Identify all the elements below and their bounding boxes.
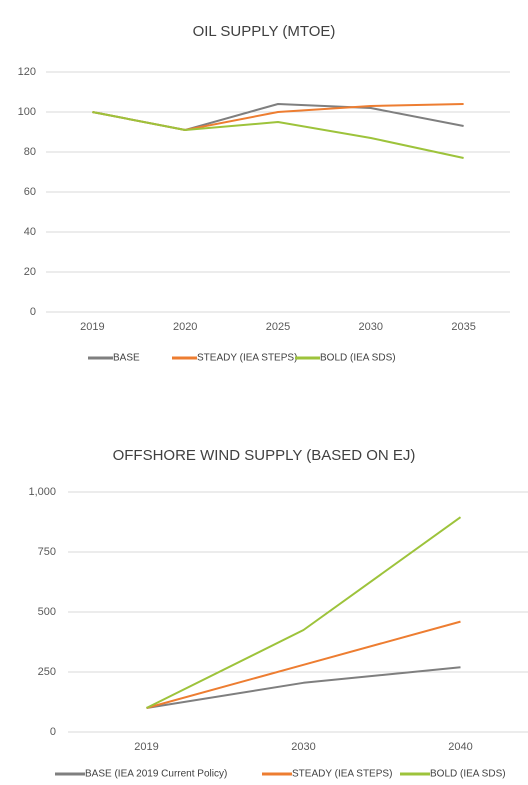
series-line (92, 103, 464, 131)
legend-label: STEADY (IEA STEPS) (197, 353, 297, 364)
series-line (146, 516, 462, 709)
x-tick-label: 2025 (266, 321, 290, 333)
legend-label: STEADY (IEA STEPS) (292, 769, 392, 780)
legend-label: BOLD (IEA SDS) (320, 353, 396, 364)
x-tick-label: 2019 (134, 741, 158, 753)
y-tick-label: 750 (38, 546, 56, 558)
y-tick-label: 1,000 (28, 486, 56, 498)
x-tick-label: 2040 (448, 741, 472, 753)
y-tick-label: 20 (24, 266, 36, 278)
y-tick-label: 80 (24, 146, 36, 158)
chart-title: OFFSHORE WIND SUPPLY (BASED ON EJ) (113, 447, 416, 464)
y-tick-label: 500 (38, 606, 56, 618)
x-tick-label: 2035 (451, 321, 475, 333)
y-tick-label: 0 (50, 726, 56, 738)
x-tick-label: 2019 (80, 321, 104, 333)
y-tick-label: 40 (24, 226, 36, 238)
y-tick-label: 250 (38, 666, 56, 678)
y-tick-label: 120 (18, 66, 36, 78)
series-line (92, 111, 464, 159)
y-tick-label: 0 (30, 306, 36, 318)
y-tick-label: 60 (24, 186, 36, 198)
legend-label: BASE (113, 353, 140, 364)
chart-title: OIL SUPPLY (MTOE) (193, 23, 336, 40)
series-line (146, 666, 461, 709)
series-line (146, 620, 461, 709)
x-tick-label: 2020 (173, 321, 197, 333)
x-tick-label: 2030 (359, 321, 383, 333)
legend-label: BASE (IEA 2019 Current Policy) (85, 769, 227, 780)
y-tick-label: 100 (18, 106, 36, 118)
series-line (92, 103, 464, 131)
legend-label: BOLD (IEA SDS) (430, 769, 506, 780)
x-tick-label: 2030 (291, 741, 315, 753)
